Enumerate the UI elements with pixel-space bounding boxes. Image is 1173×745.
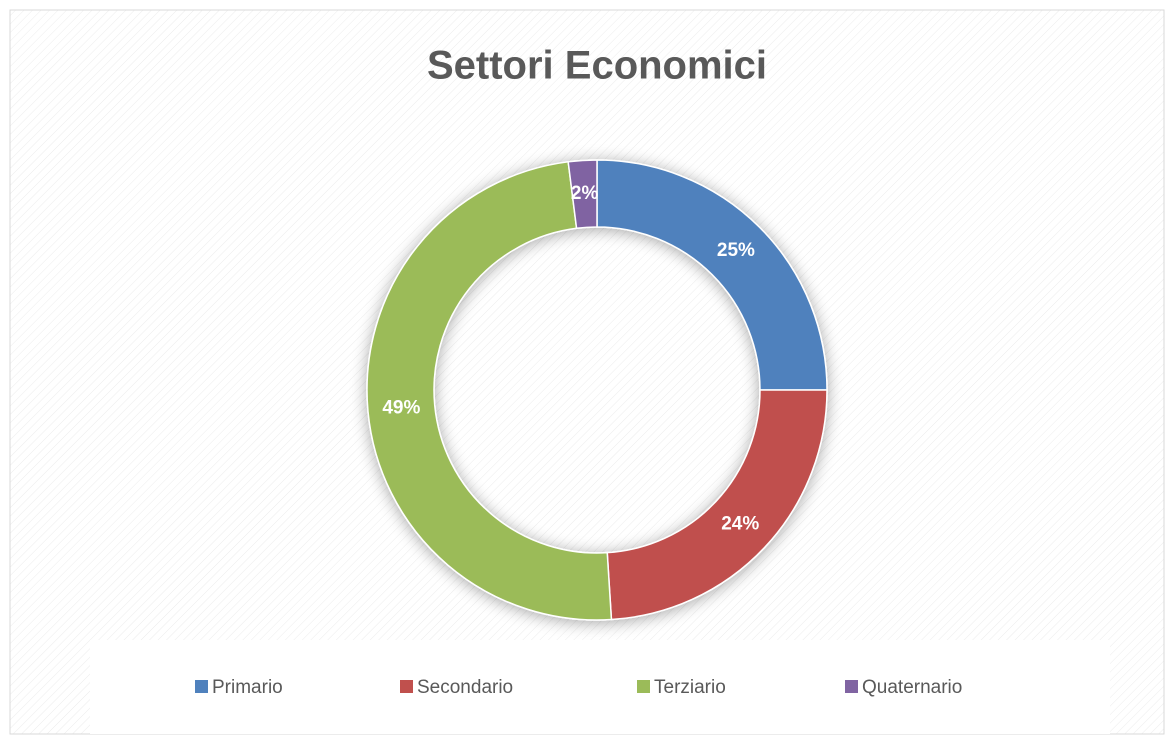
legend-box (90, 640, 1110, 734)
legend-swatch (845, 680, 858, 693)
data-label: 24% (721, 514, 759, 535)
legend-label: Primario (212, 677, 283, 698)
chart-title: Settori Economici (427, 44, 767, 88)
legend-swatch (195, 680, 208, 693)
legend-swatch (400, 680, 413, 693)
data-label: 2% (571, 183, 599, 204)
slice (567, 159, 598, 230)
data-label: 25% (717, 240, 755, 261)
legend-label: Secondario (417, 677, 513, 698)
slice (366, 160, 613, 621)
legend-label: Terziario (654, 677, 726, 698)
data-label: 49% (382, 398, 420, 419)
legend-swatch (637, 680, 650, 693)
chart-area (9, 9, 1165, 735)
donut (366, 159, 828, 621)
legend-label: Quaternario (862, 677, 962, 698)
